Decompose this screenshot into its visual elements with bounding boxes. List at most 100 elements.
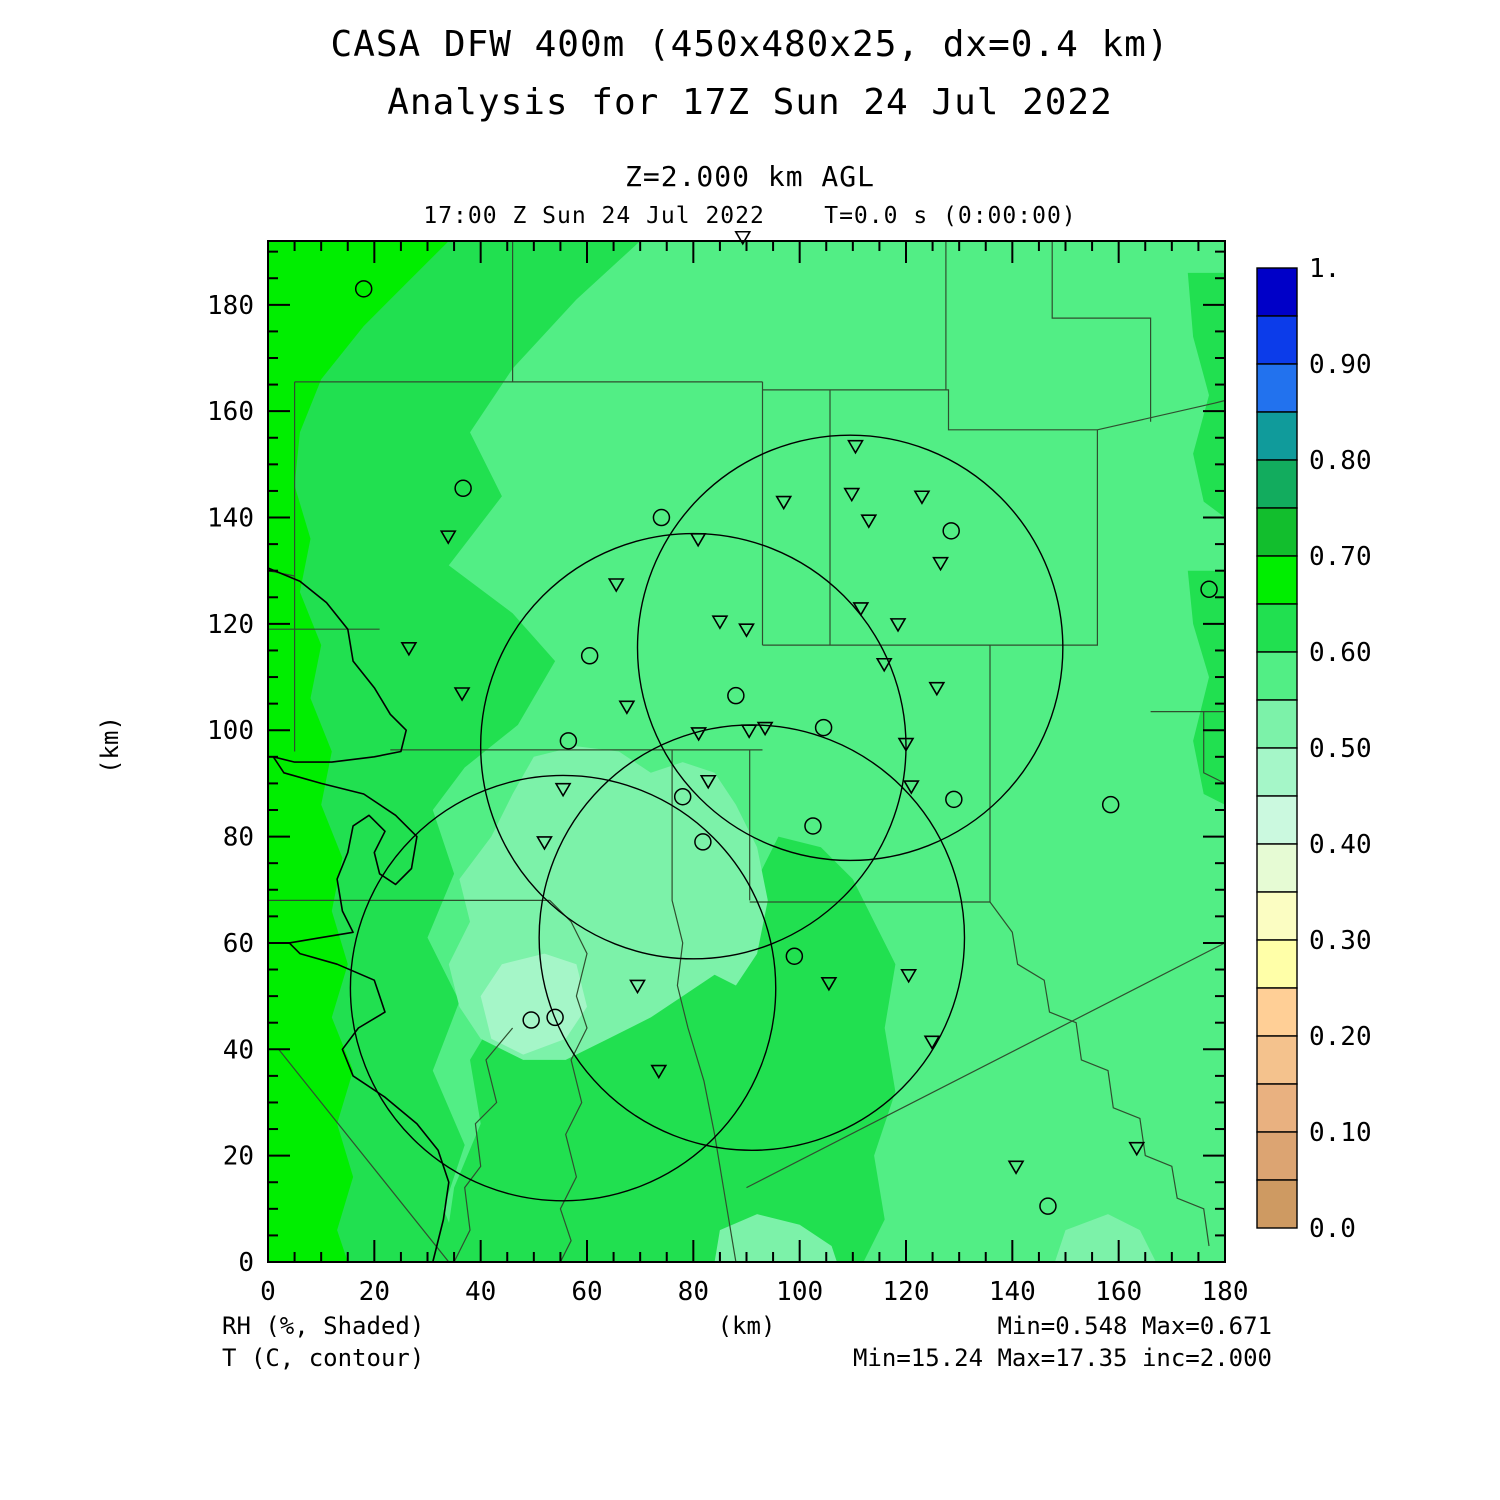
colorbar: 1. 0.90 0.80 0.70 0.60 0.50 0.40 0.30 0.20 0.10 0.…	[1256, 254, 1372, 1244]
county-line	[1051, 241, 1152, 422]
radar-site-triangle-marker	[607, 578, 625, 593]
shaded-field-caption: RH (%, Shaded)	[222, 1312, 425, 1340]
radar-range-circle	[349, 774, 777, 1202]
colorbar-label: 0.70	[1309, 542, 1372, 572]
colorbar-cell	[1256, 795, 1298, 845]
rh-region-0.50-0.55	[1054, 1214, 1156, 1262]
radar-site-triangle-marker	[923, 1035, 941, 1050]
county-line	[762, 429, 1099, 646]
y-tick-label: 0	[238, 1248, 254, 1278]
radar-site-triangle-marker	[900, 969, 918, 984]
radar-site-triangle-marker	[1007, 1160, 1025, 1175]
site-circle-marker	[546, 1008, 564, 1027]
radar-site-triangle-marker	[554, 782, 572, 798]
site-circle-marker	[727, 686, 745, 705]
site-circle-marker	[804, 817, 822, 835]
radar-site-triangle-marker	[902, 780, 920, 795]
x-tick-label: 120	[883, 1277, 930, 1307]
y-tick-label: 160	[207, 397, 254, 427]
x-tick-label: 0	[260, 1277, 276, 1307]
rh-region-0.60-0.65	[443, 836, 896, 1262]
colorbar-cell	[1256, 699, 1298, 749]
colorbar-label: 0.60	[1309, 638, 1372, 668]
site-circle-marker	[522, 1011, 540, 1029]
radar-site-triangle-marker	[820, 977, 838, 992]
radar-site-triangle-marker	[756, 721, 774, 737]
rh-region-0.50-0.55	[714, 1214, 837, 1262]
colorbar-cell	[1256, 363, 1298, 413]
radar-range-circle	[636, 434, 1064, 862]
colorbar-cell	[1256, 843, 1298, 893]
axis-tick-labels: 0 20 40 60 80 100 120 140 160 180 0 20 40 60 80 100 120 1…	[207, 291, 1248, 1307]
colorbar-label: 0.20	[1309, 1022, 1372, 1052]
site-circle-marker	[559, 732, 578, 750]
county-line	[278, 1048, 450, 1263]
x-tick-label: 60	[571, 1277, 602, 1307]
site-circle-marker	[785, 947, 804, 965]
county-boundaries	[267, 241, 1226, 1263]
colorbar-cell	[1256, 459, 1298, 509]
colorbar-label: 0.90	[1309, 350, 1372, 380]
level-label: Z=2.000 km AGL	[624, 160, 875, 193]
colorbar-cell	[1256, 267, 1298, 317]
county-line	[1203, 711, 1226, 784]
y-tick-label: 140	[207, 504, 254, 534]
colorbar-label: 0.40	[1309, 830, 1372, 860]
county-line	[671, 749, 737, 1263]
site-circle-marker	[814, 718, 833, 737]
colorbar-label: 0.30	[1309, 926, 1372, 956]
radar-site-triangle-marker	[453, 687, 471, 702]
site-circle-marker	[580, 647, 599, 665]
radar-site-triangle-marker	[740, 724, 758, 739]
x-tick-label: 20	[359, 1277, 390, 1307]
colorbar-cell	[1256, 651, 1298, 701]
site-circle-marker	[942, 522, 960, 540]
colorbar-cell	[1256, 1179, 1298, 1229]
analysis-map: 0 20 40 60 80 100 120 140 160 180 0 20 40 60 80 100 120 1…	[207, 230, 1372, 1307]
x-tick-label: 160	[1095, 1277, 1142, 1307]
radar-site-triangle-marker	[843, 487, 861, 503]
county-line	[762, 389, 1226, 431]
radar-site-triangle-marker	[699, 774, 717, 790]
radar-site-triangle-marker	[897, 737, 915, 753]
radar-site-triangle-marker	[852, 602, 870, 617]
radar-site-triangle-marker	[875, 657, 893, 673]
colorbar-cell	[1256, 1131, 1298, 1181]
radar-site-triangle-marker	[847, 439, 864, 455]
radar-site-triangle-marker	[439, 530, 457, 545]
radar-site-triangle-marker	[913, 490, 931, 505]
radar-site-triangle-marker	[689, 532, 707, 548]
radar-site-triangle-marker	[932, 556, 949, 572]
colorbar-label: 0.10	[1309, 1118, 1372, 1148]
contour-field-caption: T (C, contour)	[222, 1344, 425, 1372]
county-line	[453, 1027, 514, 1263]
colorbar-cell	[1256, 939, 1298, 989]
rh-minmax-caption: Min=0.548 Max=0.671	[997, 1312, 1272, 1340]
t-minmax-caption: Min=15.24 Max=17.35 inc=2.000	[852, 1344, 1272, 1372]
figure-subtitle: Analysis for 17Z Sun 24 Jul 2022	[387, 82, 1113, 123]
y-tick-label: 40	[223, 1035, 254, 1065]
y-tick-label: 120	[207, 610, 254, 640]
y-tick-label: 80	[223, 823, 254, 853]
radar-site-triangle-marker	[1128, 1141, 1146, 1157]
colorbar-cell	[1256, 315, 1298, 365]
colorbar-cell	[1256, 411, 1298, 461]
radar-site-triangle-marker	[650, 1064, 668, 1080]
radar-site-triangle-marker	[690, 727, 708, 742]
x-tick-label: 180	[1202, 1277, 1249, 1307]
axes-frame	[267, 240, 1226, 1263]
y-tick-label: 60	[223, 929, 254, 959]
x-tick-label: 140	[989, 1277, 1036, 1307]
radar-site-triangle-marker	[711, 615, 729, 630]
site-circle-marker	[652, 508, 671, 527]
colorbar-cell	[1256, 1035, 1298, 1085]
rh-shaded-field	[268, 241, 1225, 1262]
site-circle-marker	[673, 787, 692, 806]
site-circle-marker	[454, 479, 472, 498]
colorbar-label: 0.50	[1309, 734, 1372, 764]
radar-site-triangle-marker	[734, 230, 752, 246]
colorbar-cell	[1256, 891, 1298, 941]
colorbar-label: 1.	[1309, 254, 1340, 284]
radar-site-triangle-marker	[775, 495, 793, 511]
